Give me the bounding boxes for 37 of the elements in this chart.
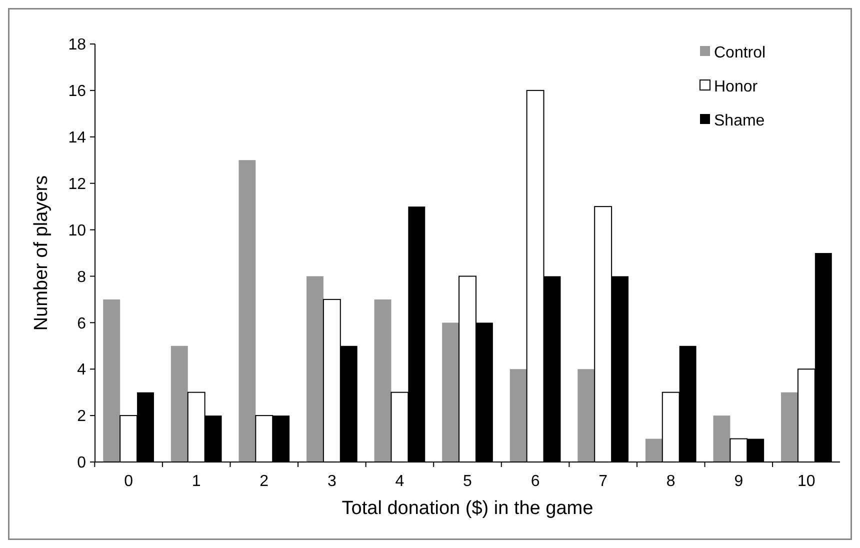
x-tick-label: 2 xyxy=(260,473,269,490)
bar xyxy=(374,299,392,462)
x-tick-label: 10 xyxy=(798,473,816,490)
bar xyxy=(238,160,256,462)
y-tick-label: 0 xyxy=(77,454,86,472)
x-axis-title: Total donation ($) in the game xyxy=(342,498,594,519)
bar xyxy=(510,369,527,462)
bar xyxy=(170,346,188,462)
y-tick-label: 6 xyxy=(77,315,86,332)
bar xyxy=(578,369,595,462)
x-tick-label: 5 xyxy=(463,473,472,490)
x-tick-label: 0 xyxy=(124,473,134,490)
y-tick-label: 4 xyxy=(77,362,86,379)
x-tick-label: 1 xyxy=(192,473,201,490)
legend-label: Control xyxy=(714,44,766,62)
bar xyxy=(713,416,730,462)
y-tick-label: 12 xyxy=(68,176,86,193)
bar xyxy=(781,392,798,462)
y-tick-label: 18 xyxy=(68,36,86,54)
y-tick-label: 8 xyxy=(77,268,86,286)
y-tick-label: 16 xyxy=(68,83,86,100)
bar xyxy=(645,438,662,462)
bar xyxy=(306,276,324,462)
bar xyxy=(442,322,460,462)
bar xyxy=(103,299,120,462)
y-tick-label: 2 xyxy=(77,408,86,426)
x-tick-label: 3 xyxy=(327,473,336,490)
x-tick-label: 9 xyxy=(734,473,744,490)
x-tick-label: 8 xyxy=(666,473,676,490)
legend-label: Shame xyxy=(714,112,765,130)
y-axis-title: Number of players xyxy=(31,175,52,331)
x-tick-label: 6 xyxy=(530,473,540,490)
y-tick-label: 10 xyxy=(68,222,86,240)
x-tick-label: 4 xyxy=(395,473,404,490)
legend-label: Honor xyxy=(714,78,758,96)
x-tick-label: 7 xyxy=(598,473,608,490)
y-tick-label: 14 xyxy=(68,129,86,146)
